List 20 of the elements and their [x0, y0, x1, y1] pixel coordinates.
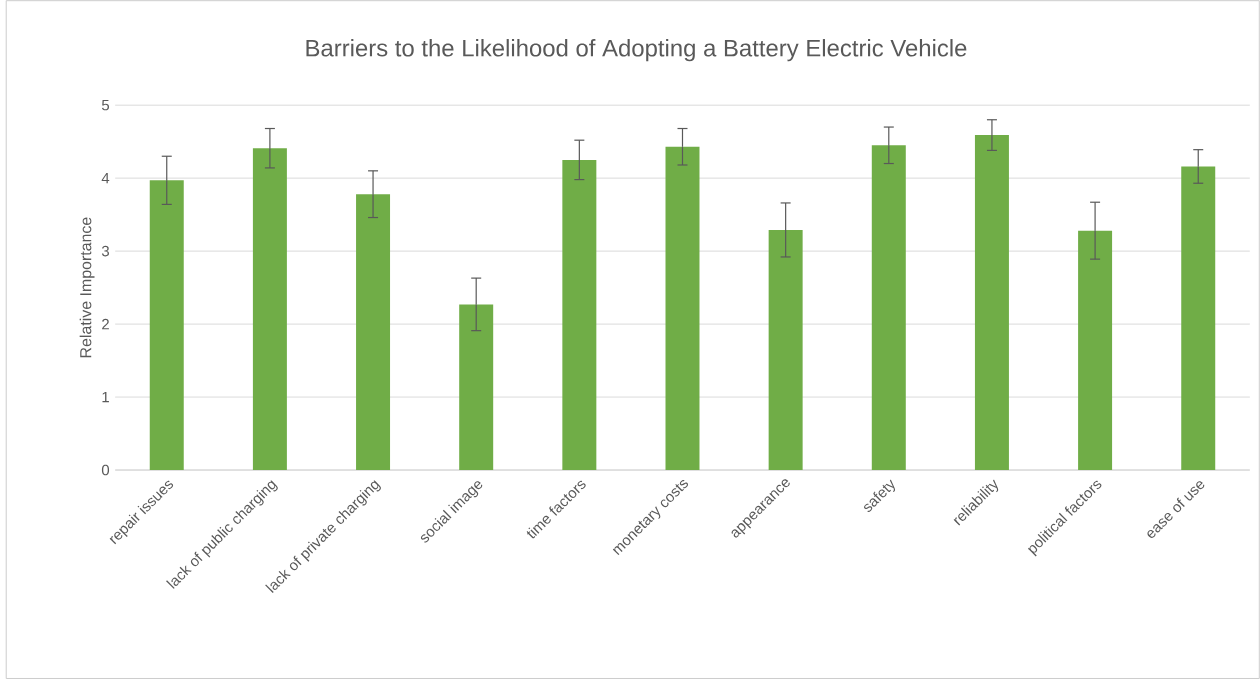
bar [768, 229, 803, 470]
y-tick-label: 5 [101, 99, 110, 111]
bar [871, 145, 906, 470]
bar [974, 135, 1009, 470]
bar [149, 180, 184, 470]
bar [562, 159, 597, 470]
bar [1181, 166, 1216, 470]
y-tick-label: 0 [101, 464, 110, 476]
x-tick-label: ease of use [1147, 481, 1205, 538]
bar [459, 304, 494, 470]
y-tick-label: 2 [102, 318, 109, 330]
bar [665, 146, 700, 470]
y-tick-label: 3 [101, 245, 109, 257]
bar [252, 148, 287, 470]
y-tick-label: 1 [102, 391, 109, 403]
y-axis-title: Relative Importance [79, 217, 95, 358]
bar [1078, 230, 1113, 470]
y-tick-label: 4 [101, 172, 110, 184]
chart-title: Barriers to the Likelihood of Adopting a Battery Electric Vehicle [306, 38, 967, 62]
bar [356, 194, 391, 470]
